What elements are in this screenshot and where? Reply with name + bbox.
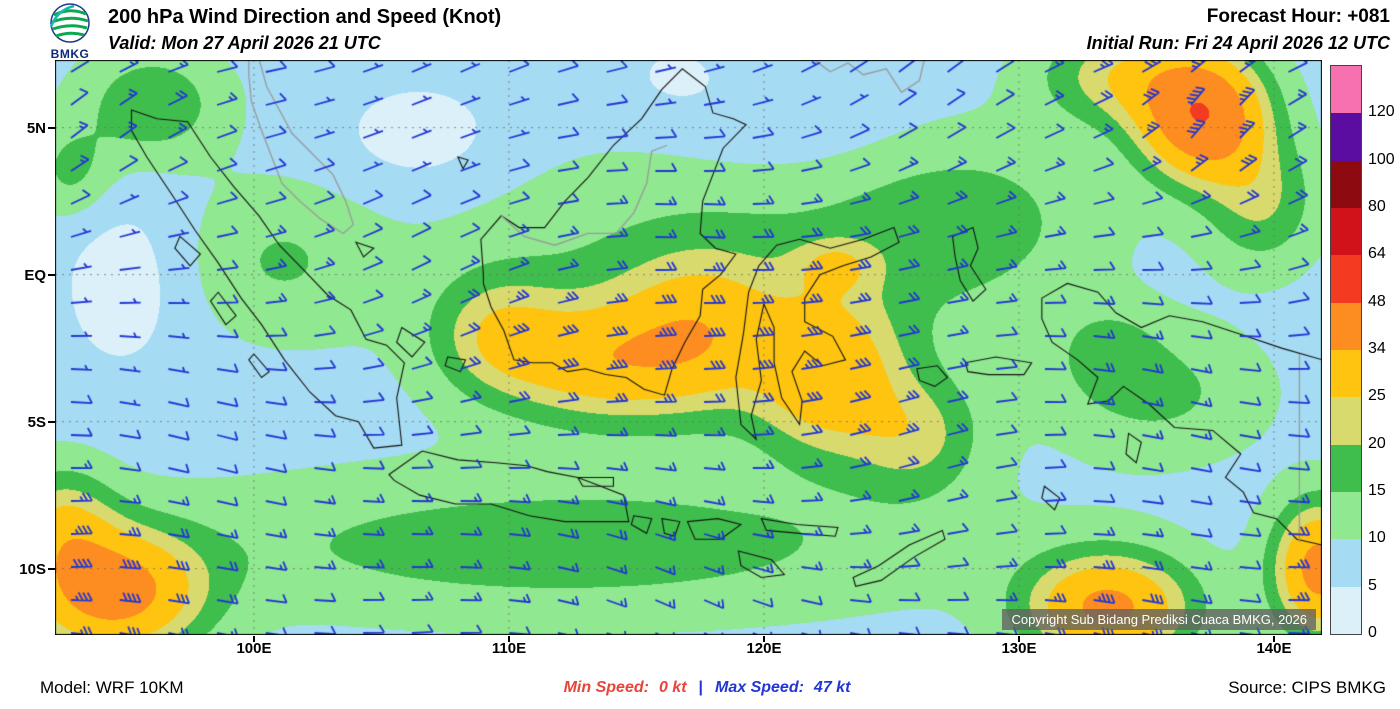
map-title: 200 hPa Wind Direction and Speed (Knot) [108, 6, 502, 28]
model-label: Model: WRF 10KM [40, 678, 184, 697]
colorbar-label: 80 [1368, 198, 1386, 215]
bmkg-logo-icon [49, 3, 90, 43]
lat-tick [48, 274, 55, 276]
lat-tick [48, 421, 55, 423]
colorbar-segment [1331, 66, 1361, 114]
wind-map-canvas [55, 60, 1322, 635]
colorbar-label: 10 [1368, 529, 1386, 547]
lat-label-5s: 5S [27, 414, 46, 431]
lat-tick [48, 127, 55, 129]
colorbar-segment [1331, 539, 1361, 587]
colorbar-segment [1331, 207, 1361, 256]
colorbar-segment [1331, 349, 1361, 398]
lon-label-110e: 110E [491, 640, 527, 657]
colorbar-label: 100 [1368, 150, 1395, 168]
lon-label-130e: 130E [1001, 640, 1037, 657]
lon-label-140e: 140E [1256, 640, 1292, 657]
lat-tick [48, 568, 55, 570]
bmkg-logo: BMKG [38, 2, 102, 61]
lon-label-100e: 100E [236, 640, 272, 657]
lon-tick [1273, 636, 1275, 642]
speed-range: Min Speed: 0 kt | Max Speed: 47 kt [564, 679, 851, 697]
lon-tick [508, 636, 510, 642]
max-speed-value: 47 kt [813, 679, 851, 696]
colorbar-segment [1331, 586, 1361, 634]
bmkg-logo-text: BMKG [50, 47, 90, 61]
colorbar-label: 5 [1368, 576, 1377, 594]
lon-tick [253, 636, 255, 642]
colorbar-segment [1331, 302, 1361, 350]
colorbar-label: 25 [1368, 387, 1386, 405]
colorbar-segment [1331, 491, 1361, 540]
lon-tick [1018, 636, 1020, 642]
colorbar-label: 48 [1368, 292, 1386, 310]
colorbar [1330, 65, 1362, 635]
speed-separator: | [698, 679, 704, 696]
colorbar-label: 20 [1368, 434, 1386, 452]
colorbar-label: 64 [1368, 245, 1386, 263]
max-speed-label: Max Speed: [715, 679, 804, 696]
lat-label-eq: EQ [24, 267, 46, 284]
forecast-hour: Forecast Hour: +081 [1206, 6, 1390, 27]
copyright-badge: Copyright Sub Bidang Prediksi Cuaca BMKG… [1002, 609, 1316, 630]
lat-label-5n: 5N [26, 120, 46, 137]
colorbar-label: 15 [1368, 482, 1386, 499]
colorbar-segment [1331, 397, 1361, 445]
colorbar-segment [1331, 255, 1361, 303]
source-label: Source: CIPS BMKG [1228, 678, 1386, 697]
lon-tick [763, 636, 765, 642]
initial-run: Initial Run: Fri 24 April 2026 12 UTC [1086, 33, 1390, 53]
lon-label-120e: 120E [746, 640, 782, 657]
min-speed-label: Min Speed: [563, 679, 649, 696]
colorbar-label: 120 [1368, 103, 1395, 121]
colorbar-label: 0 [1368, 624, 1377, 641]
min-speed-value: 0 kt [658, 679, 687, 696]
valid-time: Valid: Mon 27 April 2026 21 UTC [108, 33, 381, 53]
colorbar-label: 34 [1368, 340, 1386, 357]
lat-label-10s: 10S [19, 561, 46, 578]
colorbar-segment [1331, 160, 1361, 208]
colorbar-segment [1331, 113, 1361, 161]
colorbar-segment [1331, 444, 1361, 492]
